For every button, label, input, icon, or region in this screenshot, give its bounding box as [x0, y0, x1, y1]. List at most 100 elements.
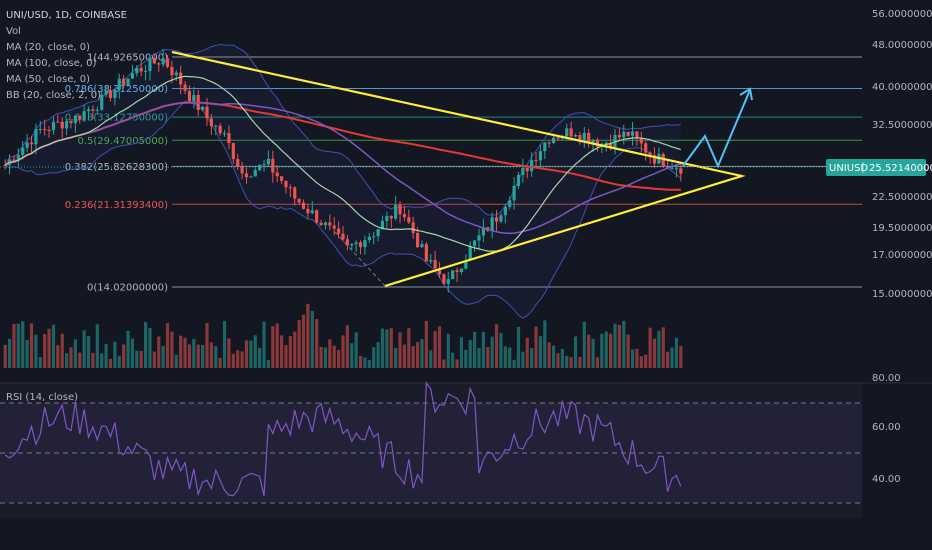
volume-bar: [437, 326, 442, 368]
volume-bar: [534, 326, 538, 368]
volume-bar: [34, 334, 38, 368]
volume-bar: [337, 349, 341, 368]
volume-bar: [622, 320, 626, 368]
candle-body: [635, 131, 639, 139]
candle-body: [459, 268, 464, 272]
candle-body: [455, 270, 459, 272]
legend-ma100[interactable]: MA (100, close, 0): [6, 58, 96, 69]
volume-bar: [126, 330, 130, 368]
volume-bar: [481, 331, 485, 368]
fib-label: 0.382(25.82628300): [65, 162, 168, 173]
volume-bar: [569, 357, 573, 368]
candle-body: [284, 180, 288, 188]
candle-body: [341, 233, 345, 240]
candle-body: [161, 58, 165, 65]
volume-bar: [310, 310, 314, 368]
volume-bar: [530, 348, 534, 368]
candle-body: [372, 236, 376, 238]
rsi-band: [0, 403, 862, 503]
projection-path[interactable]: [682, 89, 751, 169]
legend-rsi[interactable]: RSI (14, close): [6, 392, 78, 403]
fib-label: 1(44.92650000): [87, 53, 168, 64]
volume-bar: [635, 348, 639, 368]
candle-body: [512, 185, 516, 201]
candle-body: [648, 152, 652, 156]
candle-body: [639, 138, 643, 144]
volume-bar: [288, 336, 292, 368]
candle-body: [108, 90, 113, 98]
volume-bar: [187, 344, 192, 368]
volume-bar: [521, 351, 525, 368]
legend-ma20[interactable]: MA (20, close, 0): [6, 42, 90, 53]
volume-bar: [65, 353, 69, 368]
candle-body: [591, 140, 595, 143]
volume-bar: [644, 354, 648, 368]
price-scale[interactable]: [862, 0, 932, 550]
volume-bar: [231, 353, 235, 368]
volume-bar: [516, 326, 521, 368]
legend-ma50[interactable]: MA (50, close, 0): [6, 74, 90, 85]
candle-body: [183, 84, 187, 91]
candle-body: [358, 242, 363, 248]
volume-bar: [639, 356, 643, 368]
candle-body: [595, 140, 600, 147]
legend-vol[interactable]: Vol: [6, 26, 21, 37]
candle-body: [617, 134, 621, 138]
price-tick-40: 40.00000000: [872, 82, 932, 93]
candle-body: [481, 227, 485, 236]
volume-bar: [38, 356, 42, 368]
price-tick-19-5: 19.50000000: [872, 223, 932, 234]
volume-bar: [560, 348, 564, 368]
volume-bar: [525, 337, 529, 368]
triangle-upper-trendline[interactable]: [171, 51, 743, 177]
candle-body: [275, 172, 279, 177]
volume-bar: [604, 331, 608, 368]
volume-bar: [275, 323, 279, 368]
candle-body: [262, 164, 266, 166]
symbol-title[interactable]: UNI/USD, 1D, COINBASE: [6, 10, 127, 21]
volume-bar: [591, 338, 595, 368]
candle-body: [551, 137, 556, 143]
fib-label: 0.236(21.31393400): [65, 200, 168, 211]
candle-body: [126, 78, 130, 86]
candle-body: [376, 229, 380, 237]
candle-body: [236, 159, 240, 167]
legend-bb[interactable]: BB (20, close, 2, 0): [6, 90, 101, 101]
candle-body: [468, 246, 472, 261]
volume-bar: [442, 359, 446, 368]
volume-bar: [363, 357, 367, 368]
fib-label: 0(14.02000000): [87, 283, 168, 294]
candle-body: [301, 202, 306, 209]
candle-body: [3, 165, 7, 167]
candle-body: [420, 244, 424, 248]
volume-bar: [100, 353, 104, 368]
candle-body: [394, 204, 398, 219]
volume-bar: [455, 359, 459, 368]
candle-body: [644, 143, 648, 153]
volume-bar: [205, 323, 209, 368]
volume-bar: [376, 342, 380, 368]
last-price-tag[interactable]: [826, 159, 926, 176]
volume-bar: [459, 337, 464, 368]
volume-bar: [468, 340, 472, 368]
candle-body: [582, 132, 586, 140]
volume-bar: [565, 355, 569, 368]
volume-bar: [547, 342, 551, 368]
candle-body: [293, 187, 297, 199]
volume-bar: [323, 347, 328, 368]
candle-body: [473, 240, 477, 247]
candle-body: [306, 208, 310, 214]
candle-body: [630, 131, 635, 136]
dashed-guide-line: [334, 231, 386, 287]
volume-bar: [170, 331, 174, 368]
volume-bar: [148, 327, 152, 368]
candle-body: [670, 168, 674, 170]
candle-body: [139, 67, 143, 72]
volume-bar: [192, 338, 196, 368]
volume-bar: [152, 351, 156, 368]
triangle-lower-trendline[interactable]: [384, 175, 743, 287]
candle-body: [622, 131, 626, 138]
candle-body: [679, 168, 683, 174]
last-price-value: 25.52140000: [869, 163, 932, 174]
